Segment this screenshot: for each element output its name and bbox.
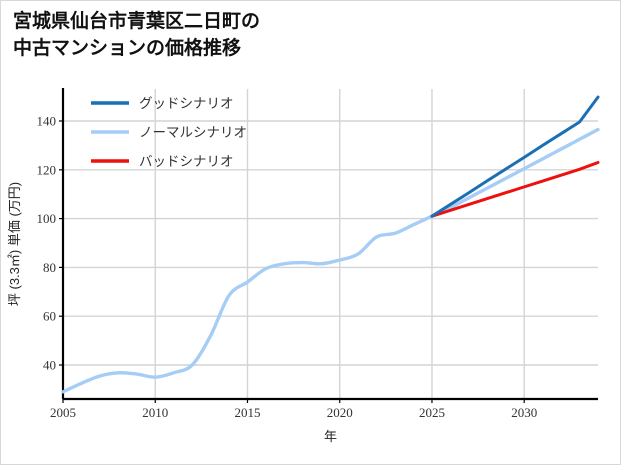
series-line	[61, 127, 600, 394]
x-axis-title: 年	[324, 429, 337, 444]
x-tick-label: 2025	[419, 405, 445, 420]
y-axis-title: 坪 (3.3㎡) 単価 (万円)	[7, 182, 22, 306]
y-tick-label: 140	[37, 114, 57, 129]
x-tick-label: 2020	[327, 405, 353, 420]
y-tick-label: 120	[37, 162, 57, 177]
series-line	[430, 95, 600, 218]
legend-label: バッドシナリオ	[139, 154, 234, 169]
y-tick-label: 80	[43, 260, 56, 275]
tick-labels: 40 60 80 100 120 140 2005 2010 2015 2020 2025 2030	[37, 114, 538, 421]
series-line	[430, 160, 600, 218]
x-tick-label: 2015	[234, 405, 260, 420]
series-lines	[61, 95, 600, 394]
axis-titles: 年 坪 (3.3㎡) 単価 (万円)	[7, 182, 337, 444]
axis-lines	[59, 88, 598, 403]
chart-title: 宮城県仙台市青葉区二日町の 中古マンションの価格推移	[13, 11, 261, 59]
y-tick-label: 40	[43, 358, 56, 373]
legend-label: グッドシナリオ	[139, 96, 234, 111]
y-tick-label: 60	[43, 309, 56, 324]
x-tick-label: 2030	[511, 405, 537, 420]
x-tick-label: 2010	[142, 405, 168, 420]
gridlines	[63, 89, 598, 399]
x-tick-label: 2005	[50, 405, 76, 420]
legend-label: ノーマルシナリオ	[139, 125, 247, 140]
y-tick-label: 100	[37, 211, 57, 226]
